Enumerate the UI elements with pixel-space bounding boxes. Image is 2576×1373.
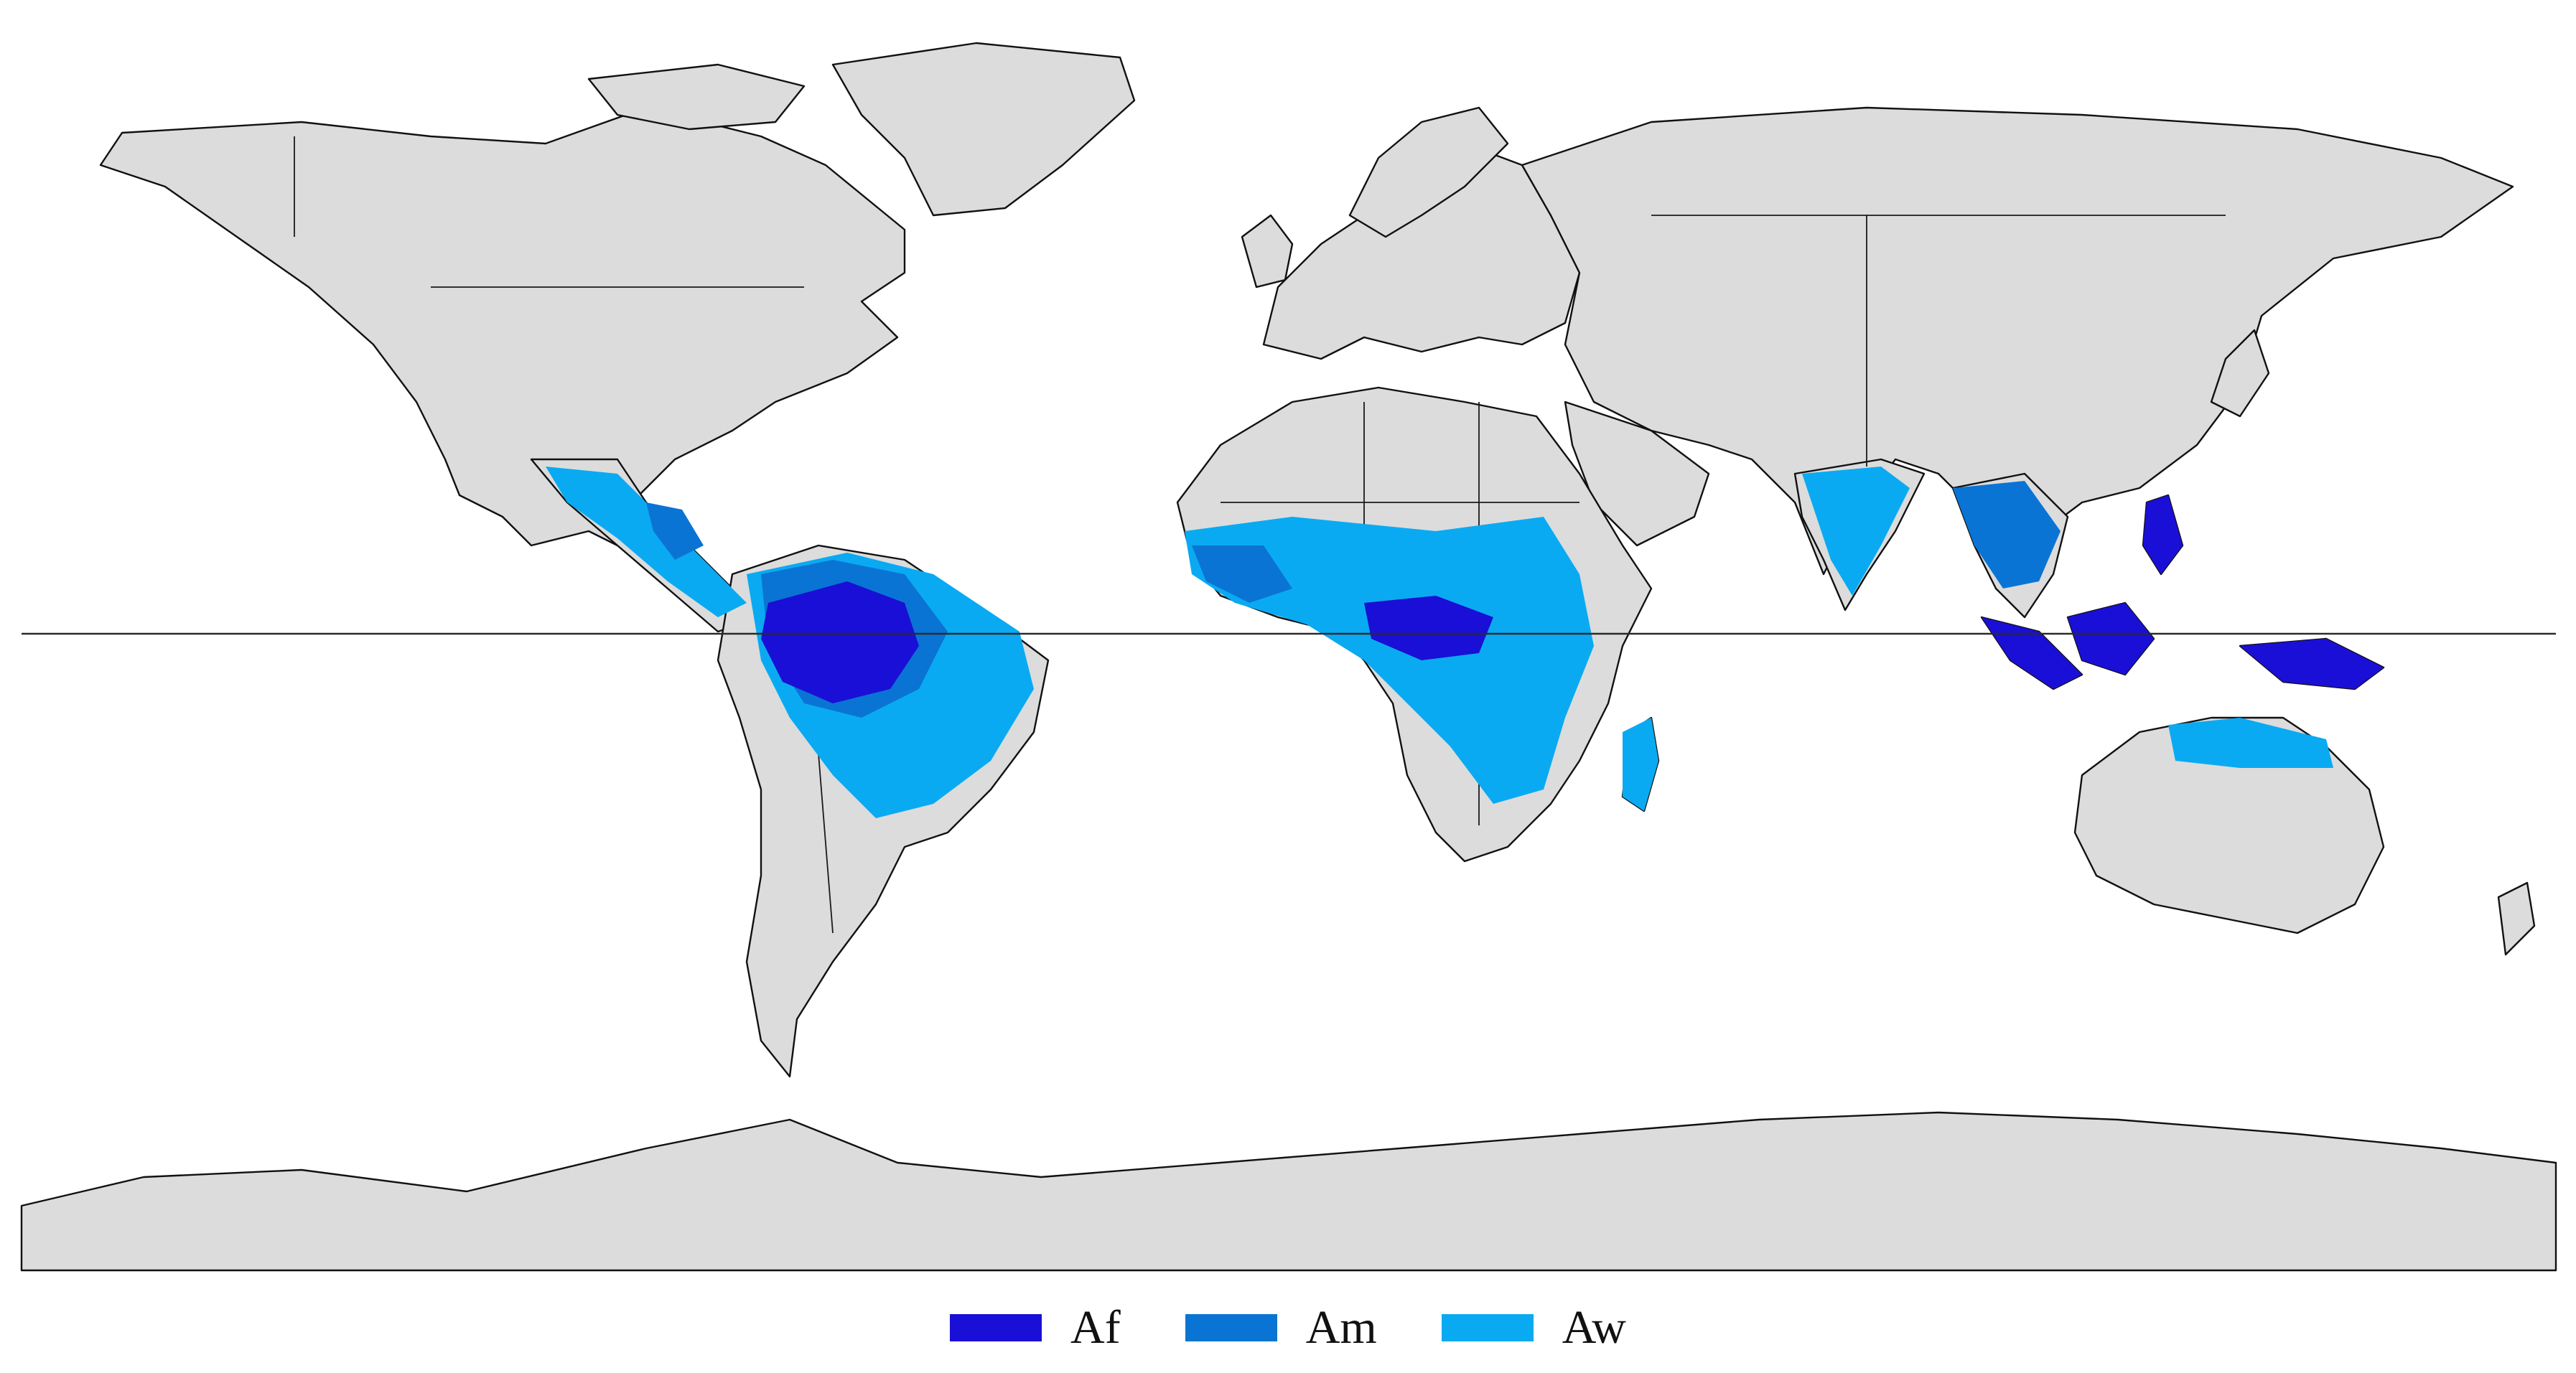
legend-item-aw: Aw	[1441, 1301, 1626, 1355]
zone-af-amazon	[761, 581, 919, 703]
legend-swatch-af	[950, 1314, 1042, 1341]
zone-aw-central-america	[546, 467, 747, 617]
zone-am-southeast-asia	[1953, 481, 2061, 589]
land-masses	[20, 42, 2557, 1272]
legend-swatch-aw	[1441, 1314, 1534, 1341]
zone-af-philippines	[2143, 495, 2183, 574]
land-uk	[1241, 214, 1294, 289]
legend-label-am: Am	[1305, 1301, 1377, 1354]
legend-swatch-am	[1185, 1314, 1277, 1341]
legend-label-aw: Aw	[1562, 1301, 1626, 1354]
legend-label-af: Af	[1070, 1301, 1121, 1354]
land-new-zealand	[2497, 881, 2536, 956]
zone-af-sumatra	[1982, 617, 2082, 689]
legend-item-af: Af	[950, 1301, 1121, 1355]
legend-item-am: Am	[1185, 1301, 1377, 1355]
zone-aw-madagascar	[1623, 718, 1658, 811]
zone-af-regions	[761, 495, 2384, 703]
land-japan	[2210, 329, 2270, 418]
land-arctic-islands	[587, 63, 806, 131]
zone-am-west-africa	[1192, 545, 1292, 603]
land-antarctica	[20, 1111, 2557, 1272]
zone-am-central-america	[646, 502, 704, 560]
land-north-america	[99, 106, 906, 547]
legend: Af Am Aw	[0, 1292, 2576, 1364]
zone-aw-india	[1802, 467, 1910, 596]
land-greenland	[831, 42, 1136, 217]
zone-af-new-guinea	[2240, 639, 2384, 689]
zone-af-congo	[1364, 596, 1493, 660]
land-australia	[2073, 716, 2385, 934]
zone-af-borneo	[2068, 603, 2154, 675]
zone-aw-australia	[2168, 718, 2333, 768]
land-scandinavia	[1348, 106, 1509, 238]
